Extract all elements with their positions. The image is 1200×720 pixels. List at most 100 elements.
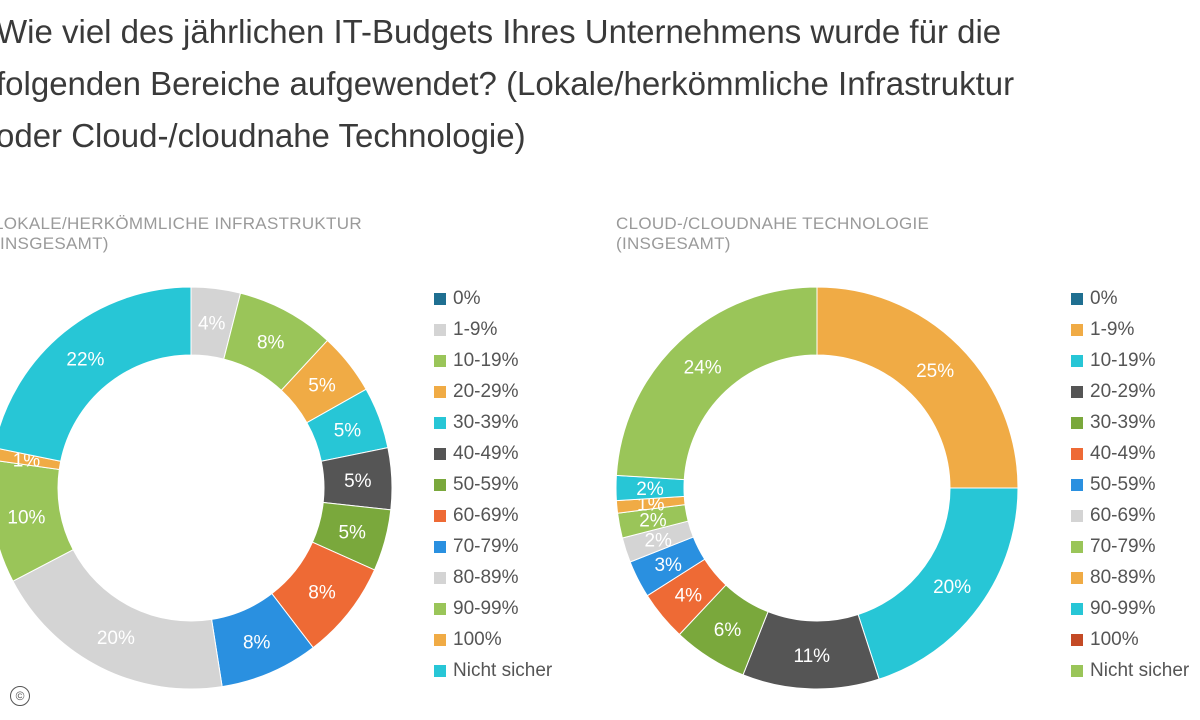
lokal-legend-swatch: [434, 447, 446, 460]
cloud-label-6: 3%: [654, 555, 682, 576]
donut-chart-cloud: 25%20%11%6%4%3%2%2%1%2%24%: [615, 286, 1019, 690]
lokal-label-7: 8%: [308, 583, 336, 604]
lokal-slice-9: [12, 548, 223, 690]
cloud-legend-item: 1-9%: [1071, 314, 1189, 345]
cloud-legend-label: Nicht sicher: [1090, 659, 1190, 681]
lokal-legend-swatch: [434, 385, 446, 398]
lokal-label-3: 5%: [308, 375, 336, 396]
cloud-legend-label: 0%: [1090, 287, 1118, 309]
lokal-legend-item: 60-69%: [434, 500, 552, 531]
lokal-legend-item: 50-59%: [434, 469, 552, 500]
lokal-legend-label: 0%: [453, 287, 481, 309]
cloud-label-8: 2%: [639, 510, 667, 531]
cloud-legend-item: 80-89%: [1071, 562, 1189, 593]
lokal-legend-swatch: [434, 354, 446, 367]
lokal-legend-label: 10-19%: [453, 349, 519, 371]
lokal-legend-swatch: [434, 540, 446, 553]
lokal-legend-label: 80-89%: [453, 566, 519, 588]
copyright-icon: ©: [10, 686, 30, 706]
lokal-legend-label: 40-49%: [453, 442, 519, 464]
legend-cloud: 0% 1-9% 10-19% 20-29% 30-39% 40-49% 50-59% 60-6…: [1071, 283, 1189, 686]
lokal-legend-label: 100%: [453, 628, 502, 650]
chart-title: Wie viel des jährlichen IT-Budgets Ihres…: [0, 13, 1015, 154]
lokal-legend-label: 20-29%: [453, 380, 519, 402]
lokal-slice-12: [0, 286, 192, 462]
cloud-legend-label: 20-29%: [1090, 380, 1156, 402]
lokal-label-5: 5%: [344, 471, 372, 492]
lokal-legend-item: 40-49%: [434, 438, 552, 469]
cloud-legend-swatch: [1071, 633, 1083, 646]
lokal-legend-swatch: [434, 664, 446, 677]
cloud-legend-swatch: [1071, 385, 1083, 398]
cloud-legend-swatch: [1071, 416, 1083, 429]
cloud-slice-1: [816, 286, 1019, 489]
lokal-label-8: 8%: [243, 633, 271, 654]
cloud-legend-item: 50-59%: [1071, 469, 1189, 500]
chart-subtitle-lokal: LOKALE/HERKÖMMLICHE INFRASTRUKTUR (INSGE…: [0, 214, 362, 253]
cloud-legend-item: 70-79%: [1071, 531, 1189, 562]
cloud-legend-swatch: [1071, 664, 1083, 677]
cloud-legend-item: 20-29%: [1071, 376, 1189, 407]
cloud-legend-label: 100%: [1090, 628, 1139, 650]
cloud-legend-item: Nicht sicher: [1071, 655, 1189, 686]
cloud-legend-label: 10-19%: [1090, 349, 1156, 371]
cloud-legend-label: 50-59%: [1090, 473, 1156, 495]
chart-subtitle-cloud: CLOUD-/CLOUDNAHE TECHNOLOGIE (INSGESAMT): [616, 214, 930, 253]
cloud-label-4: 6%: [714, 620, 742, 641]
cloud-label-3: 11%: [793, 646, 830, 667]
lokal-label-4: 5%: [334, 421, 362, 442]
lokal-legend-item: 30-39%: [434, 407, 552, 438]
lokal-legend-swatch: [434, 571, 446, 584]
cloud-legend-swatch: [1071, 292, 1083, 305]
lokal-legend-label: 90-99%: [453, 597, 519, 619]
cloud-legend-item: 100%: [1071, 624, 1189, 655]
lokal-legend-label: 60-69%: [453, 504, 519, 526]
cloud-legend-item: 90-99%: [1071, 593, 1189, 624]
cloud-legend-item: 30-39%: [1071, 407, 1189, 438]
cloud-legend-label: 1-9%: [1090, 318, 1135, 340]
cloud-legend-label: 40-49%: [1090, 442, 1156, 464]
cloud-legend-label: 70-79%: [1090, 535, 1156, 557]
lokal-label-9: 20%: [97, 628, 135, 649]
lokal-label-2: 8%: [257, 332, 285, 353]
cloud-label-2: 20%: [933, 577, 971, 598]
lokal-legend-swatch: [434, 323, 446, 336]
lokal-legend-label: Nicht sicher: [453, 659, 553, 681]
cloud-legend-swatch: [1071, 509, 1083, 522]
cloud-legend-label: 30-39%: [1090, 411, 1156, 433]
lokal-legend-item: 80-89%: [434, 562, 552, 593]
cloud-legend-item: 40-49%: [1071, 438, 1189, 469]
lokal-legend-item: 0%: [434, 283, 552, 314]
lokal-slice-10: [0, 460, 74, 582]
lokal-label-12: 22%: [66, 350, 104, 371]
cloud-legend-item: 0%: [1071, 283, 1189, 314]
cloud-legend-label: 60-69%: [1090, 504, 1156, 526]
cloud-label-1: 25%: [916, 361, 954, 382]
cloud-legend-label: 90-99%: [1090, 597, 1156, 619]
lokal-legend-swatch: [434, 292, 446, 305]
lokal-legend-swatch: [434, 509, 446, 522]
cloud-slice-12: [615, 286, 818, 481]
lokal-legend-item: 1-9%: [434, 314, 552, 345]
cloud-legend-swatch: [1071, 540, 1083, 553]
lokal-legend-swatch: [434, 633, 446, 646]
legend-lokal: 0% 1-9% 10-19% 20-29% 30-39% 40-49% 50-59% 60-6…: [434, 283, 552, 686]
cloud-legend-swatch: [1071, 571, 1083, 584]
lokal-legend-item: 90-99%: [434, 593, 552, 624]
cloud-label-12: 24%: [684, 357, 722, 378]
lokal-legend-item: 10-19%: [434, 345, 552, 376]
lokal-legend-label: 70-79%: [453, 535, 519, 557]
lokal-legend-swatch: [434, 602, 446, 615]
cloud-legend-item: 10-19%: [1071, 345, 1189, 376]
lokal-legend-item: 100%: [434, 624, 552, 655]
lokal-legend-item: 20-29%: [434, 376, 552, 407]
lokal-label-10: 10%: [7, 507, 45, 528]
cloud-legend-swatch: [1071, 354, 1083, 367]
cloud-label-7: 2%: [644, 531, 672, 552]
cloud-legend-label: 80-89%: [1090, 566, 1156, 588]
lokal-legend-item: 70-79%: [434, 531, 552, 562]
cloud-label-5: 4%: [675, 585, 703, 606]
cloud-legend-swatch: [1071, 478, 1083, 491]
lokal-legend-label: 50-59%: [453, 473, 519, 495]
lokal-legend-item: Nicht sicher: [434, 655, 552, 686]
